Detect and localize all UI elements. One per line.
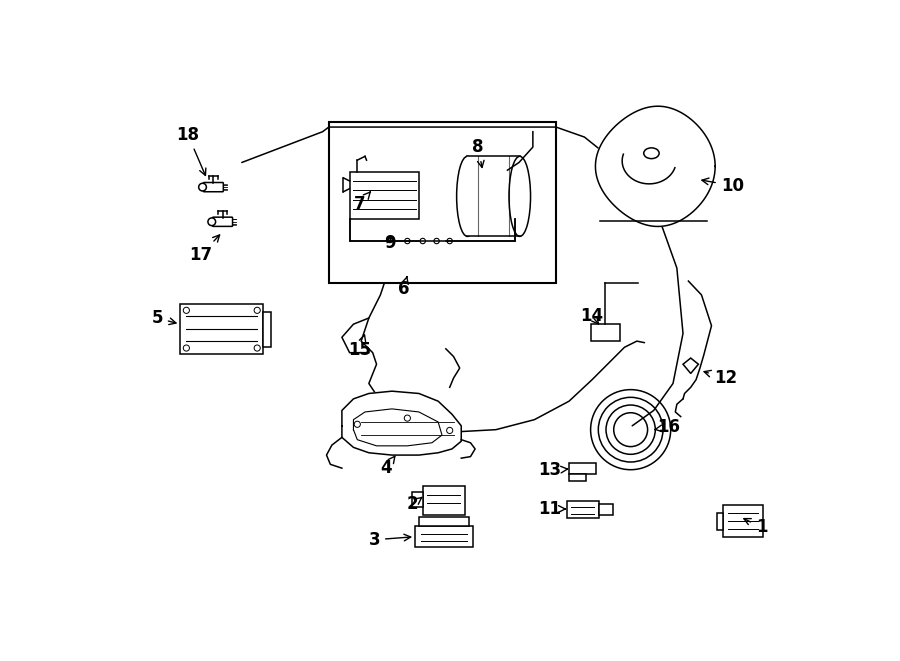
- Circle shape: [199, 183, 206, 191]
- Bar: [264, 312, 271, 346]
- FancyBboxPatch shape: [349, 172, 418, 219]
- Text: 11: 11: [538, 500, 565, 518]
- Circle shape: [184, 307, 189, 313]
- Bar: [723, 505, 763, 537]
- Text: 6: 6: [398, 277, 410, 297]
- Text: 16: 16: [654, 418, 680, 436]
- Bar: [590, 324, 620, 341]
- Text: 2: 2: [407, 495, 422, 514]
- Polygon shape: [683, 358, 698, 373]
- Text: 1: 1: [744, 518, 768, 537]
- Bar: [328, 122, 556, 284]
- Bar: [569, 463, 596, 473]
- Polygon shape: [354, 409, 442, 446]
- Bar: [412, 492, 423, 508]
- Circle shape: [254, 345, 260, 351]
- Circle shape: [404, 415, 410, 421]
- Circle shape: [420, 239, 426, 244]
- Circle shape: [184, 345, 189, 351]
- Bar: [569, 473, 586, 481]
- Polygon shape: [342, 391, 461, 455]
- Text: 14: 14: [580, 307, 604, 325]
- Text: 3: 3: [368, 531, 410, 549]
- Text: 17: 17: [189, 235, 220, 264]
- Text: 5: 5: [151, 309, 176, 327]
- Bar: [599, 504, 613, 515]
- Text: 15: 15: [348, 335, 371, 360]
- FancyBboxPatch shape: [203, 182, 223, 192]
- FancyBboxPatch shape: [212, 217, 232, 226]
- Text: 12: 12: [704, 369, 737, 387]
- Ellipse shape: [644, 148, 659, 159]
- Text: 8: 8: [472, 138, 484, 167]
- Ellipse shape: [456, 156, 478, 237]
- Text: 9: 9: [384, 233, 396, 252]
- Bar: [418, 517, 469, 526]
- Text: 18: 18: [176, 126, 206, 175]
- Text: 10: 10: [702, 176, 743, 194]
- Circle shape: [355, 421, 360, 428]
- Circle shape: [446, 428, 453, 434]
- Bar: [717, 513, 723, 529]
- Circle shape: [447, 239, 453, 244]
- Text: 4: 4: [380, 456, 395, 477]
- Ellipse shape: [509, 156, 530, 237]
- Bar: [415, 526, 473, 547]
- Bar: [180, 304, 264, 354]
- Circle shape: [254, 307, 260, 313]
- Bar: [423, 486, 465, 515]
- Text: 13: 13: [538, 461, 568, 479]
- Circle shape: [434, 239, 439, 244]
- Text: 7: 7: [354, 192, 370, 213]
- Circle shape: [208, 218, 216, 225]
- Bar: [567, 501, 599, 518]
- Circle shape: [405, 239, 410, 244]
- Bar: [467, 156, 520, 237]
- Polygon shape: [596, 106, 716, 227]
